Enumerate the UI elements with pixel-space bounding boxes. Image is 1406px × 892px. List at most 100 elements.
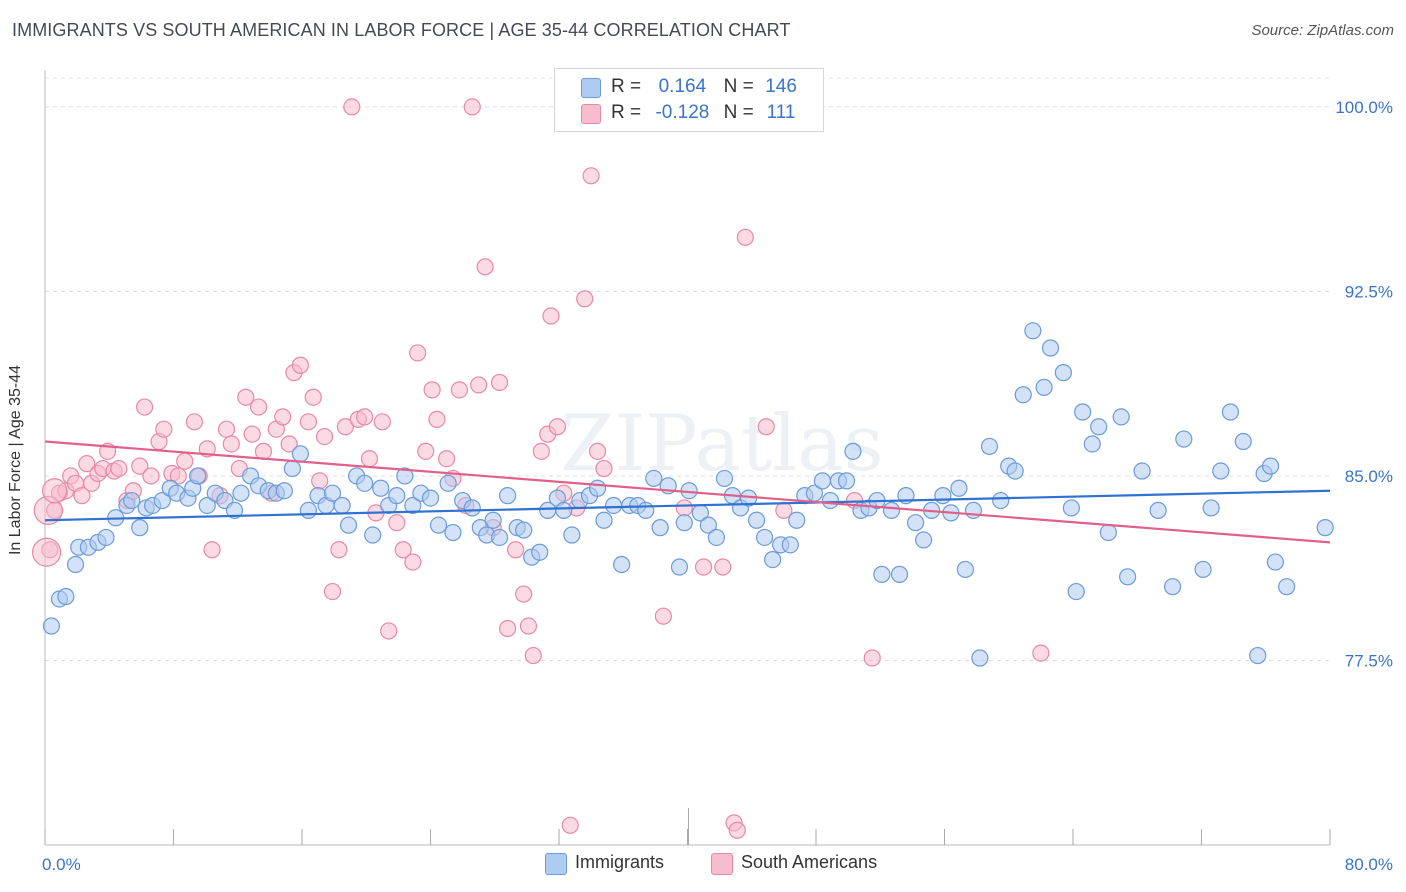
immigrants-point: [1221, 403, 1240, 421]
immigrants-point: [499, 487, 517, 505]
immigrants-point: [1090, 418, 1108, 436]
south-americans-point: [222, 435, 240, 453]
south-americans-point: [330, 541, 348, 559]
south-americans-point: [299, 413, 318, 431]
immigrants-point: [1212, 462, 1230, 480]
legend-swatch-immigrants: [545, 853, 567, 875]
south-americans-point: [42, 478, 68, 504]
south-americans-point: [499, 619, 517, 638]
immigrants-point: [755, 528, 774, 547]
n-value: 111: [766, 102, 796, 123]
immigrants-point: [66, 555, 85, 574]
immigrants-point: [1261, 457, 1280, 475]
immigrants-point: [844, 442, 862, 460]
immigrants-point: [675, 514, 693, 532]
axes: [44, 70, 1331, 846]
immigrants-point: [707, 528, 726, 547]
y-tick-label: 100.0%: [1335, 98, 1393, 117]
immigrants-point: [439, 474, 457, 492]
immigrants-point: [1014, 386, 1032, 404]
immigrants-point: [232, 484, 250, 502]
south-americans-point: [315, 427, 334, 446]
south-americans-point: [490, 373, 509, 392]
immigrants-point: [588, 479, 607, 497]
immigrants-point: [275, 482, 293, 500]
immigrants-point: [1024, 322, 1042, 340]
immigrants-point: [980, 437, 999, 456]
immigrants-point: [1149, 501, 1167, 519]
south-americans-point: [524, 646, 542, 665]
south-americans-point: [135, 398, 154, 416]
south-americans-point: [450, 381, 469, 399]
legend-swatch-immigrants: [581, 78, 601, 98]
immigrants-point: [1234, 432, 1252, 451]
south-americans-point: [423, 381, 441, 399]
south-americans-point: [542, 307, 560, 325]
immigrants-point: [747, 511, 766, 529]
immigrants-point: [873, 565, 891, 583]
south-americans-point: [373, 413, 391, 431]
legend-label-south-americans: South Americans: [741, 852, 878, 872]
immigrants-point: [915, 531, 933, 549]
immigrants-point: [153, 491, 171, 510]
south-americans-point: [532, 442, 550, 460]
tick-labels: 77.5% 85.0% 92.5% 100.0% 0.0% 80.0%: [42, 98, 1393, 874]
immigrants-point: [699, 516, 717, 534]
south-americans-point: [548, 418, 566, 436]
south-americans-point: [203, 541, 221, 559]
south-americans-point: [274, 408, 292, 426]
south-americans-point: [155, 420, 173, 438]
south-americans-point: [343, 98, 361, 116]
source-label: Source: ZipAtlas.com: [1251, 22, 1394, 39]
south-americans-points: [32, 98, 1050, 839]
immigrants-point: [1006, 462, 1024, 480]
south-americans-point: [73, 487, 91, 505]
south-americans-point: [176, 452, 194, 470]
south-americans-point: [1032, 644, 1050, 662]
south-americans-point: [142, 467, 160, 485]
south-americans-point: [714, 558, 732, 576]
south-americans-point: [588, 442, 607, 460]
n-value: 146: [765, 76, 797, 97]
immigrants-point: [595, 511, 613, 529]
immigrants-point: [388, 487, 406, 505]
immigrants-point: [1202, 499, 1220, 517]
immigrants-point: [837, 472, 856, 490]
y-tick-label: 92.5%: [1345, 282, 1393, 301]
immigrants-point: [1083, 435, 1101, 453]
south-americans-point: [507, 541, 525, 559]
immigrants-point: [188, 467, 207, 485]
south-americans-point: [323, 582, 342, 601]
south-americans-point: [582, 167, 600, 185]
immigrants-point: [396, 467, 414, 485]
immigrants-point: [645, 469, 663, 488]
immigrants-point: [1074, 403, 1092, 421]
immigrants-point: [555, 501, 573, 519]
x-tick-label: 0.0%: [42, 855, 81, 874]
immigrants-point: [715, 469, 734, 488]
r-value: 0.164: [658, 76, 707, 97]
grid-lines: [45, 77, 1330, 661]
immigrants-point: [613, 555, 631, 574]
south-americans-point: [675, 499, 693, 517]
immigrants-point: [934, 487, 952, 505]
immigrants-point: [890, 565, 909, 583]
immigrants-point: [1112, 408, 1130, 426]
immigrants-trend-line: [44, 489, 1331, 522]
immigrants-point: [429, 516, 448, 534]
immigrants-point: [1163, 578, 1182, 596]
immigrants-point: [1067, 582, 1085, 601]
south-americans-point: [243, 425, 261, 443]
immigrants-point: [950, 479, 968, 497]
immigrants-point: [333, 496, 351, 515]
r-value: -0.128: [655, 102, 710, 123]
immigrants-point: [1099, 523, 1117, 542]
immigrants-point: [1133, 462, 1151, 480]
immigrants-point: [131, 519, 149, 537]
x-tick-label: 80.0%: [1345, 855, 1393, 874]
immigrants-point: [404, 496, 422, 515]
immigrants-point: [971, 649, 989, 667]
south-americans-point: [78, 455, 96, 473]
r-label: R =: [611, 76, 642, 97]
